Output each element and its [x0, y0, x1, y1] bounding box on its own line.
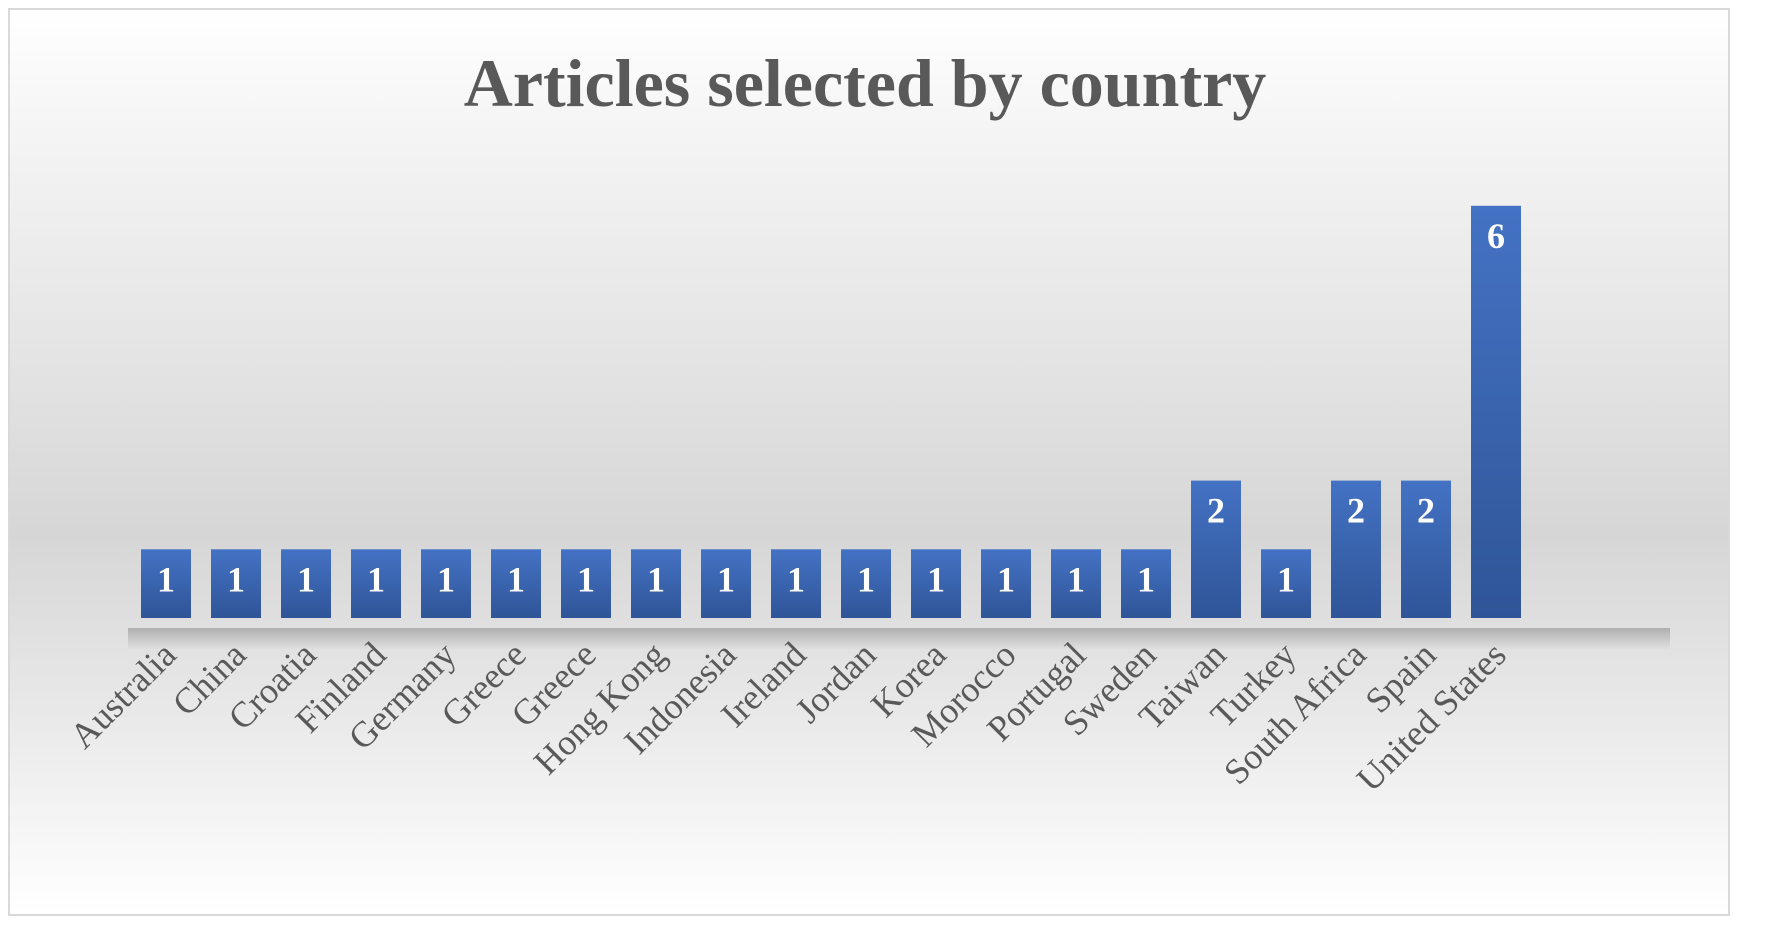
- bar-13: [1051, 549, 1101, 618]
- bar-2: [281, 549, 331, 618]
- bar-17: [1331, 480, 1381, 618]
- bar-7: [631, 549, 681, 618]
- bar-15: [1191, 480, 1241, 618]
- bar-19: [1471, 205, 1521, 619]
- data-label-10: 1: [857, 559, 875, 599]
- data-label-11: 1: [927, 559, 945, 599]
- chart-title: Articles selected by country: [464, 45, 1267, 121]
- bar-18: [1401, 480, 1451, 618]
- x-axis-tick-labels: AustraliaChinaCroatiaFinlandGermanyGreec…: [62, 634, 1514, 799]
- data-label-0: 1: [157, 559, 175, 599]
- data-label-4: 1: [437, 559, 455, 599]
- bar-6: [561, 549, 611, 618]
- bar-10: [841, 549, 891, 618]
- bar-9: [771, 549, 821, 618]
- data-label-12: 1: [997, 559, 1015, 599]
- bar-8: [701, 549, 751, 618]
- bar-1: [211, 549, 261, 618]
- data-labels-layer: 1 1 1 1 1 1 1 1 1 1 1 1 1 1 1 2 1 2 2 6: [157, 216, 1505, 599]
- plot-floor-shadow: [128, 628, 1670, 650]
- data-label-18: 2: [1417, 491, 1435, 531]
- bar-16: [1261, 549, 1311, 618]
- data-label-19: 6: [1487, 216, 1505, 256]
- bar-5: [491, 549, 541, 618]
- data-label-7: 1: [647, 559, 665, 599]
- data-label-5: 1: [507, 559, 525, 599]
- data-label-3: 1: [367, 559, 385, 599]
- bar-0: [141, 549, 191, 618]
- data-label-1: 1: [227, 559, 245, 599]
- data-label-2: 1: [297, 559, 315, 599]
- bars-layer: [141, 205, 1521, 619]
- bar-11: [911, 549, 961, 618]
- data-label-9: 1: [787, 559, 805, 599]
- data-label-17: 2: [1347, 491, 1365, 531]
- data-label-14: 1: [1137, 559, 1155, 599]
- bar-4: [421, 549, 471, 618]
- data-label-15: 2: [1207, 491, 1225, 531]
- data-label-16: 1: [1277, 559, 1295, 599]
- bar-3: [351, 549, 401, 618]
- data-label-6: 1: [577, 559, 595, 599]
- data-label-8: 1: [717, 559, 735, 599]
- data-label-13: 1: [1067, 559, 1085, 599]
- bar-14: [1121, 549, 1171, 618]
- bar-12: [981, 549, 1031, 618]
